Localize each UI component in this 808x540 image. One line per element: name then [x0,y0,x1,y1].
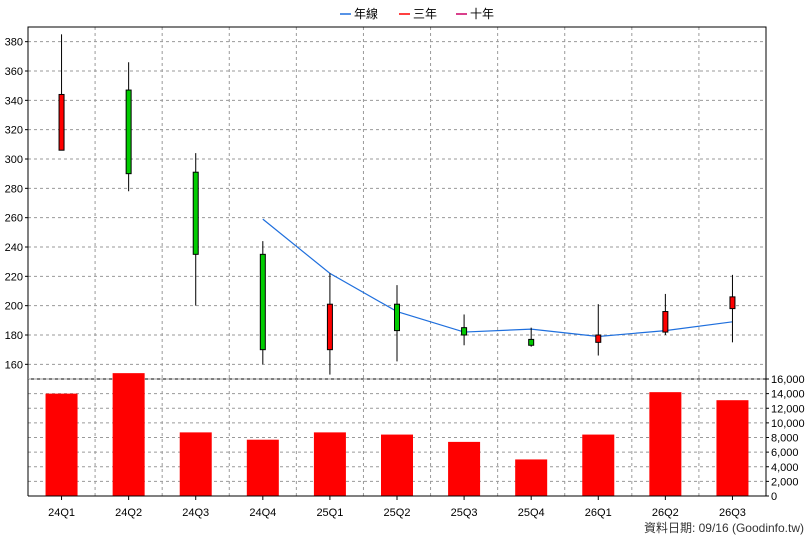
legend-label-2: 三年 [413,7,437,21]
price-tick-label: 280 [5,183,23,195]
price-tick-label: 320 [5,125,23,137]
legend-label-1: 年線 [354,6,378,21]
x-tick-label: 24Q3 [182,507,209,519]
x-tick-label: 25Q4 [518,507,545,519]
candle-body [259,253,266,351]
x-tick-label: 24Q2 [115,507,142,519]
price-tick-label: 160 [5,359,23,371]
volume-bar [179,432,212,496]
volume-tick-label: 0 [771,491,777,503]
volume-tick-label: 6,000 [771,447,799,459]
legend-label-3: 十年 [470,7,494,21]
x-tick-label: 24Q4 [249,507,276,519]
candle-body [192,171,199,255]
x-tick-label: 25Q1 [316,507,343,519]
x-tick-label: 26Q2 [652,507,679,519]
candle-body [595,334,602,343]
x-tick-label: 25Q3 [451,507,478,519]
volume-tick-label: 8,000 [771,433,799,445]
x-tick-label: 26Q1 [585,507,612,519]
candle-body [662,311,669,333]
volume-bar [448,441,481,496]
price-tick-label: 260 [5,213,23,225]
price-tick-label: 360 [5,66,23,78]
candle-body [729,296,736,310]
volume-bar [112,373,145,496]
price-tick-label: 240 [5,242,23,254]
data-date-footer: 資料日期: 09/16 (Goodinfo.tw) [643,521,804,535]
volume-bar [246,439,279,496]
volume-bar [313,432,346,496]
x-axis: 24Q1 24Q2 24Q3 24Q4 25Q1 25Q2 25Q3 25Q4 26Q1 26Q2… [48,496,746,519]
volume-tick-label: 14,000 [771,389,805,401]
volume-bar [716,400,749,496]
year-line-series [262,218,733,338]
candle-body [58,93,65,151]
volume-tick-label: 12,000 [771,403,805,415]
price-tick-label: 220 [5,271,23,283]
volume-bar [381,434,413,496]
volume-tick-label: 4,000 [771,462,799,474]
x-tick-label: 24Q1 [48,507,75,519]
price-tick-label: 300 [5,154,23,166]
x-tick-label: 26Q3 [719,507,746,519]
x-tick-label: 25Q2 [384,507,411,519]
legend: 年線 三年 十年 [340,6,494,21]
candle-body [461,327,468,336]
candle-body [528,338,535,346]
candle-body [394,303,400,332]
price-tick-label: 340 [5,95,23,107]
volume-bar [515,459,548,496]
volume-panel: 0 2,000 4,000 6,000 8,000 10,000 12,000 14,000 1… [27,373,805,503]
price-tick-label: 380 [5,37,23,49]
price-tick-label: 180 [5,330,23,342]
volume-bar [649,392,682,496]
volume-tick-label: 2,000 [771,476,799,488]
volume-tick-label: 10,000 [771,418,805,430]
volume-bar [582,434,615,496]
candle-body [326,303,333,351]
volume-bar [45,393,78,496]
volume-tick-label: 16,000 [771,374,805,386]
candle-body [125,89,132,175]
price-tick-label: 200 [5,301,23,313]
price-panel: 160 180 200 220 240 260 280 300 320 340 360 380 [5,26,767,380]
